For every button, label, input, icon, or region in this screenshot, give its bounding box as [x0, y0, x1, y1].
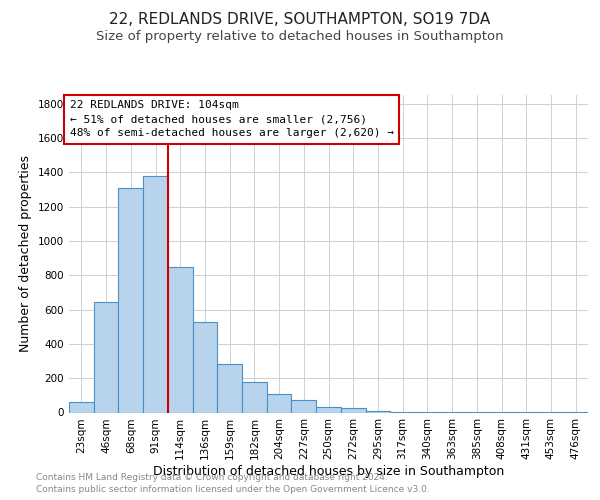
Text: 22 REDLANDS DRIVE: 104sqm
← 51% of detached houses are smaller (2,756)
48% of se: 22 REDLANDS DRIVE: 104sqm ← 51% of detac…: [70, 100, 394, 138]
Text: Contains HM Land Registry data © Crown copyright and database right 2024.: Contains HM Land Registry data © Crown c…: [36, 472, 388, 482]
Bar: [242, 382, 267, 412]
Bar: [217, 364, 242, 412]
Bar: [341, 408, 365, 412]
Bar: [168, 266, 193, 412]
Text: Size of property relative to detached houses in Southampton: Size of property relative to detached ho…: [96, 30, 504, 43]
Y-axis label: Number of detached properties: Number of detached properties: [19, 155, 32, 352]
Text: 22, REDLANDS DRIVE, SOUTHAMPTON, SO19 7DA: 22, REDLANDS DRIVE, SOUTHAMPTON, SO19 7D…: [109, 12, 491, 28]
Bar: [143, 176, 168, 412]
Bar: [292, 400, 316, 412]
Bar: [316, 408, 341, 412]
Bar: [69, 402, 94, 412]
Bar: [94, 302, 118, 412]
Bar: [193, 322, 217, 412]
Bar: [118, 188, 143, 412]
Bar: [365, 411, 390, 412]
X-axis label: Distribution of detached houses by size in Southampton: Distribution of detached houses by size …: [153, 465, 504, 478]
Bar: [267, 394, 292, 412]
Text: Contains public sector information licensed under the Open Government Licence v3: Contains public sector information licen…: [36, 485, 430, 494]
